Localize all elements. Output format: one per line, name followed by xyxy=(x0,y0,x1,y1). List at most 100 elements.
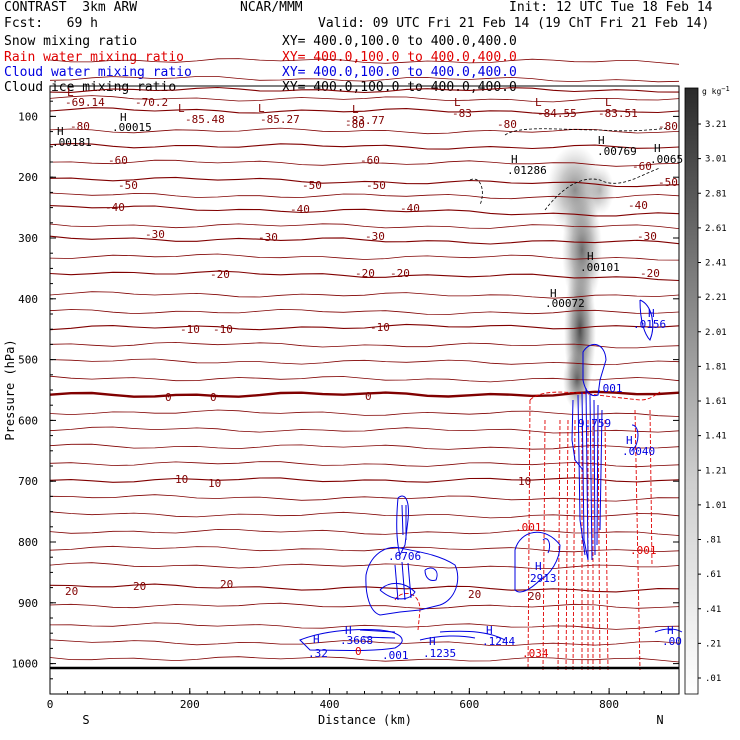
temperature-contours xyxy=(49,58,680,663)
extremum-marker: L xyxy=(178,102,185,115)
contour-label: .1244 xyxy=(482,635,515,648)
extremum-marker: H xyxy=(57,125,64,138)
contour-label: -10 xyxy=(180,323,200,336)
contour-label: -80 xyxy=(70,120,90,133)
contour-label: .00101 xyxy=(580,261,620,274)
contour-label: .01286 xyxy=(507,164,547,177)
colorbar-label: 2.21 xyxy=(705,293,727,303)
contour-label: -50 xyxy=(302,179,322,192)
isotherm-line xyxy=(49,291,680,299)
colorbar-label: .21 xyxy=(705,639,721,649)
isotherm-line xyxy=(49,511,680,519)
contour-label: .1235 xyxy=(423,647,456,660)
cloud-water-contours xyxy=(299,299,683,651)
x-tick-label: 800 xyxy=(599,698,619,711)
x-axis-ticks: 0 200 400 600 800 xyxy=(47,688,680,711)
contour-label: .034 xyxy=(522,647,549,660)
colorbar-label: .81 xyxy=(705,536,721,546)
contour-label: -20 xyxy=(210,268,230,281)
isotherm-labeled xyxy=(49,235,680,245)
colorbar-label: .01 xyxy=(705,674,721,684)
y-tick-label: 800 xyxy=(18,536,38,549)
colorbar-label: 3.21 xyxy=(705,120,727,130)
contour-label: .0156 xyxy=(633,318,666,331)
contour-label: -10 xyxy=(213,323,233,336)
x-tick-label: 0 xyxy=(47,698,54,711)
x-tick-label: 200 xyxy=(180,698,200,711)
contour-label: .00072 xyxy=(545,297,585,310)
contour-label: 20 xyxy=(528,590,541,603)
isotherm-line xyxy=(49,192,680,200)
contour-label: -40 xyxy=(628,199,648,212)
x-end-label-south: S xyxy=(82,713,89,727)
isotherm-line xyxy=(49,443,680,450)
extremum-marker: H xyxy=(667,624,674,637)
contour-labels: -69.14 -70.2 -85.48 -85.27 -83.77 -83 -84.55 -8… xyxy=(52,96,683,662)
colorbar-label: 1.41 xyxy=(705,432,727,442)
extremum-marker: H xyxy=(535,560,542,573)
contour-label: -30 xyxy=(637,230,657,243)
contour-label: .6706 xyxy=(388,550,421,563)
colorbar-label: 2.81 xyxy=(705,189,727,199)
cloud-ice-contours xyxy=(469,127,671,211)
extremum-marker: H xyxy=(654,142,661,155)
field-xy-cloud-ice: XY= 400.0,100.0 to 400.0,400.0 xyxy=(282,80,517,95)
x-axis-label: Distance (km) xyxy=(318,713,412,727)
isotherm-line xyxy=(49,494,680,502)
valid-time: Valid: 09 UTC Fri 21 Feb 14 (19 ChT Fri … xyxy=(318,16,710,31)
contour-label: .3668 xyxy=(340,634,373,647)
contour-label: -40 xyxy=(105,201,125,214)
colorbar-label: 2.01 xyxy=(705,328,727,338)
extremum-marker: H xyxy=(598,134,605,147)
contour-label: -70.2 xyxy=(135,96,168,109)
y-tick-label: 600 xyxy=(18,414,38,427)
field-name-cloud-water: Cloud water mixing ratio xyxy=(4,65,192,80)
isotherm-labeled xyxy=(49,390,680,398)
isotherm-line xyxy=(49,545,680,553)
isotherm-line xyxy=(49,308,680,315)
contour-label: 0 xyxy=(210,391,217,404)
isotherm-labeled xyxy=(49,176,680,188)
x-tick-label: 600 xyxy=(459,698,479,711)
isotherm-labeled xyxy=(49,583,680,593)
contour-label: -60 xyxy=(360,154,380,167)
extremum-marker: L xyxy=(258,102,265,115)
contour-label: .00 xyxy=(662,635,682,648)
field-xy-cloud-water: XY= 400.0,100.0 to 400.0,400.0 xyxy=(282,65,517,80)
contour-label: -60 xyxy=(108,154,128,167)
contour-label: -20 xyxy=(640,267,660,280)
contour-label: 20 xyxy=(220,578,233,591)
field-xy-rain: XY= 400.0,100.0 to 400.0,400.0 xyxy=(282,50,517,65)
field-xy-snow: XY= 400.0,100.0 to 400.0,400.0 xyxy=(282,34,517,49)
x-end-label-north: N xyxy=(656,713,663,727)
isotherm-line xyxy=(49,58,680,65)
colorbar-label: 1.81 xyxy=(705,362,727,372)
y-tick-label: 700 xyxy=(18,475,38,488)
isotherm-line xyxy=(49,461,680,468)
y-tick-label: 200 xyxy=(18,171,38,184)
colorbar-label: .61 xyxy=(705,570,721,580)
isotherm-line xyxy=(49,159,680,167)
contour-label: -83.77 xyxy=(345,114,385,127)
contour-label: 0 xyxy=(165,391,172,404)
colorbar-label: 2.41 xyxy=(705,259,727,269)
isotherm-line xyxy=(49,341,680,349)
field-name-cloud-ice: Cloud ice mixing ratio xyxy=(4,80,177,95)
y-tick-label: 1000 xyxy=(12,658,39,671)
contour-label: -40 xyxy=(400,202,420,215)
isotherm-line xyxy=(49,358,680,366)
init-time: Init: 12 UTC Tue 18 Feb 14 xyxy=(509,0,713,15)
contour-label: -85.48 xyxy=(185,113,225,126)
colorbar-label: 2.61 xyxy=(705,224,727,234)
contour-label: -30 xyxy=(258,231,278,244)
contour-label: -50 xyxy=(658,176,678,189)
extremum-marker: H xyxy=(626,434,633,447)
y-tick-label: 400 xyxy=(18,293,38,306)
isotherm-line xyxy=(49,253,680,261)
contour-label: .00015 xyxy=(112,121,152,134)
extremum-marker: H xyxy=(429,635,436,648)
contour-label: -83 xyxy=(452,107,472,120)
contour-label: -30 xyxy=(365,230,385,243)
isotherm-line xyxy=(49,622,680,630)
